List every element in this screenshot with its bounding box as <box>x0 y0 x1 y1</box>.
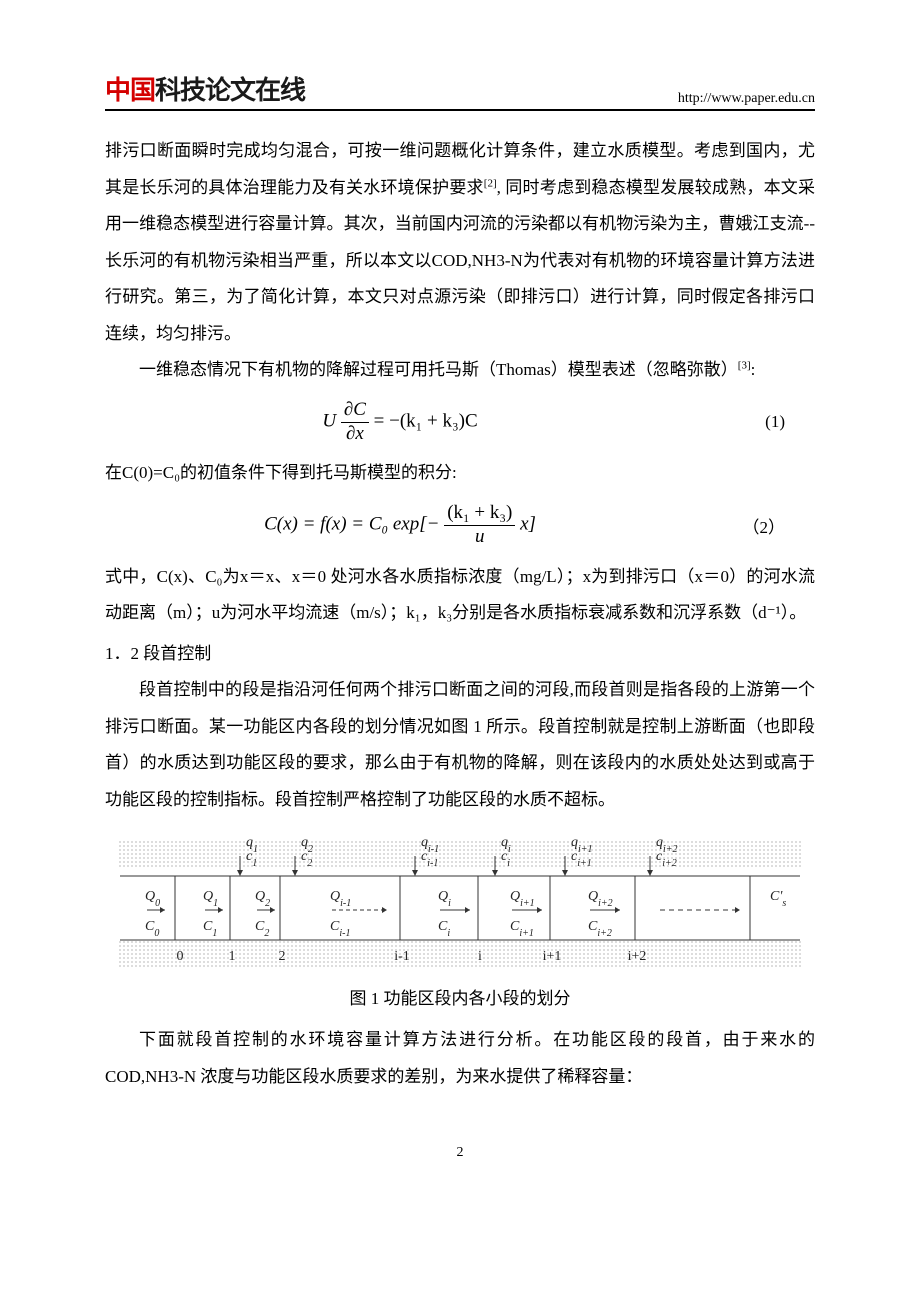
eq1-number: (1) <box>695 412 815 432</box>
eq2-left: C(x) = f(x) = C₀ exp[− <box>264 514 439 535</box>
eq2-body: C(x) = f(x) = C₀ exp[− (k₁ + k₃) u x] <box>105 502 695 549</box>
svg-text:i+2: i+2 <box>628 949 647 964</box>
header-url: http://www.paper.edu.cn <box>678 91 815 107</box>
p1-ref: [2] <box>484 177 497 189</box>
paragraph-6: 下面就段首控制的水环境容量计算方法进行分析。在功能区段的段首，由于来水的 COD… <box>105 1022 815 1095</box>
svg-text:Ci-1: Ci-1 <box>330 919 350 939</box>
eq1-right: = −(k₁ + k₃)C <box>374 410 478 431</box>
svg-text:2: 2 <box>279 949 286 964</box>
eq1-body: U ∂C ∂x = −(k₁ + k₃)C <box>105 399 695 446</box>
p2-ref: [3] <box>738 360 751 372</box>
svg-text:Ci+1: Ci+1 <box>510 919 534 939</box>
p1-cont: , 同时考虑到稳态模型发展较成熟，本文采用一维稳态模型进行容量计算。其次，当前国… <box>105 178 815 343</box>
figure-1: q1c1q2c2qi-1ci-1qiciqi+1ci+1qi+2ci+2Q0C0… <box>105 828 815 1016</box>
paragraph-3: 在C(0)=C₀的初值条件下得到托马斯模型的积分: <box>105 455 815 492</box>
figure-1-caption: 图 1 功能区段内各小段的划分 <box>105 982 815 1016</box>
svg-text:C's: C's <box>770 889 786 909</box>
eq2-den: u <box>475 526 485 547</box>
svg-text:0: 0 <box>177 949 184 964</box>
eq2-number: （2） <box>695 513 815 538</box>
paragraph-1: 排污口断面瞬时完成均匀混合，可按一维问题概化计算条件，建立水质模型。考虑到国内，… <box>105 133 815 352</box>
page-header: 中国 科技论文在线 http://www.paper.edu.cn <box>105 70 815 111</box>
svg-text:i: i <box>478 949 482 964</box>
eq1-den: ∂x <box>346 423 364 444</box>
equation-1: U ∂C ∂x = −(k₁ + k₃)C (1) <box>105 399 815 446</box>
p2-text: 一维稳态情况下有机物的降解过程可用托马斯（Thomas）模型表述（忽略弥散） <box>139 360 738 379</box>
svg-text:i-1: i-1 <box>394 949 410 964</box>
site-logo: 中国 科技论文在线 <box>105 70 305 107</box>
page-number: 2 <box>105 1145 815 1161</box>
svg-text:Qi+1: Qi+1 <box>510 889 535 909</box>
svg-text:Q0: Q0 <box>145 889 160 909</box>
figure-1-svg: q1c1q2c2qi-1ci-1qiciqi+1ci+1qi+2ci+2Q0C0… <box>110 828 810 978</box>
svg-text:C1: C1 <box>203 919 217 939</box>
svg-text:Ci: Ci <box>438 919 450 939</box>
p2-colon: : <box>751 360 756 379</box>
eq1-num: ∂C <box>344 399 366 420</box>
svg-text:1: 1 <box>229 949 236 964</box>
svg-text:Q2: Q2 <box>255 889 270 909</box>
section-1-2-heading: 1．2 段首控制 <box>105 636 815 673</box>
svg-text:Qi: Qi <box>438 889 451 909</box>
equation-2: C(x) = f(x) = C₀ exp[− (k₁ + k₃) u x] （2… <box>105 502 815 549</box>
svg-text:Qi-1: Qi-1 <box>330 889 351 909</box>
svg-text:Ci+2: Ci+2 <box>588 919 612 939</box>
paragraph-2: 一维稳态情况下有机物的降解过程可用托马斯（Thomas）模型表述（忽略弥散）[3… <box>105 352 815 389</box>
eq2-num: (k₁ + k₃) <box>444 502 515 526</box>
logo-text-red: 中国 <box>105 70 155 107</box>
svg-text:C2: C2 <box>255 919 269 939</box>
paragraph-5: 段首控制中的段是指沿河任何两个排污口断面之间的河段,而段首则是指各段的上游第一个… <box>105 672 815 818</box>
svg-text:Q1: Q1 <box>203 889 218 909</box>
eq1-left: U <box>322 410 336 431</box>
svg-text:C0: C0 <box>145 919 159 939</box>
logo-text-black: 科技论文在线 <box>155 70 305 107</box>
eq2-right: x] <box>520 514 536 535</box>
paragraph-4: 式中，C(x)、C₀为x＝x、x＝0 处河水各水质指标浓度（mg/L）；x为到排… <box>105 559 815 632</box>
svg-text:Qi+2: Qi+2 <box>588 889 613 909</box>
svg-text:i+1: i+1 <box>543 949 562 964</box>
